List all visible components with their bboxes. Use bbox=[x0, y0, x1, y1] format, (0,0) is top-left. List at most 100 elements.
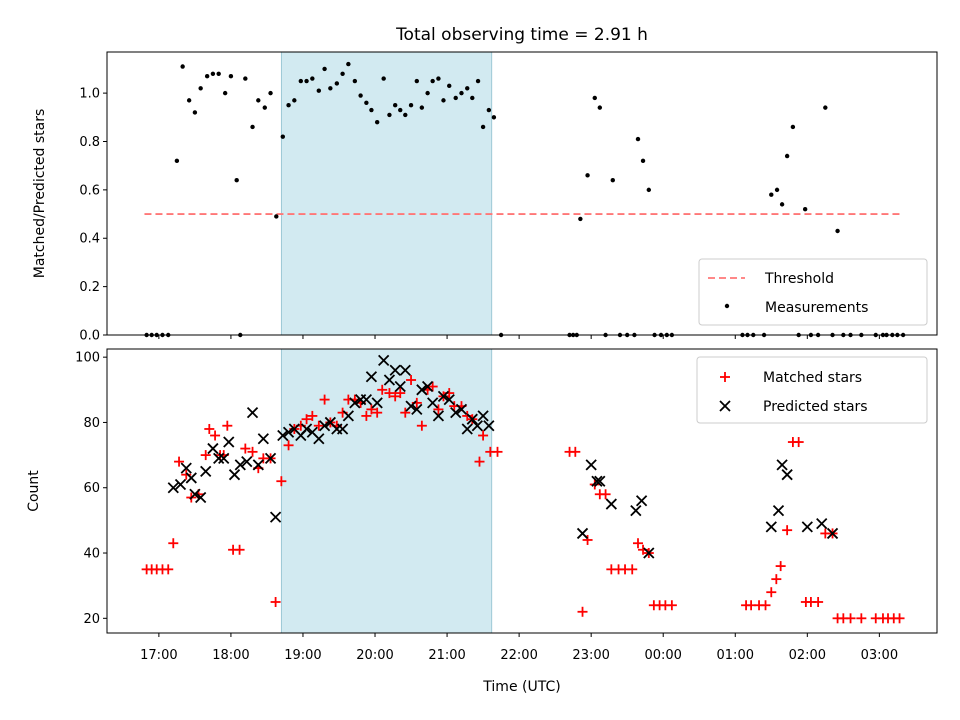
measurement-point bbox=[352, 78, 358, 84]
bottom-y-tick-label: 20 bbox=[83, 612, 100, 627]
measurement-point bbox=[340, 71, 345, 76]
measurement-point bbox=[316, 88, 322, 93]
predicted-star-point bbox=[174, 478, 187, 491]
measurement-point bbox=[222, 90, 228, 96]
bottom-y-axis-ticks: 20 40 60 80 100 bbox=[75, 351, 107, 627]
legend-predicted-swatch bbox=[719, 400, 731, 412]
matched-star-point bbox=[856, 613, 867, 624]
measurement-point bbox=[403, 112, 408, 118]
measurement-point bbox=[243, 76, 248, 81]
matched-star-point bbox=[384, 388, 395, 399]
measurement-point bbox=[784, 153, 790, 159]
bottom-observing-window-shade bbox=[280, 348, 493, 634]
measurement-point bbox=[597, 105, 603, 110]
matched-star-point bbox=[240, 443, 251, 454]
matched-star-point bbox=[301, 414, 312, 425]
matched-stars-points bbox=[141, 375, 905, 624]
top-y-tick-label: 0.4 bbox=[79, 232, 100, 247]
predicted-star-point bbox=[765, 521, 777, 533]
matched-star-point bbox=[577, 606, 588, 617]
matched-star-point bbox=[377, 384, 388, 395]
top-x-axis-ticks bbox=[158, 335, 880, 339]
matched-star-point bbox=[168, 538, 179, 549]
bottom-legend: Matched stars Predicted stars bbox=[696, 356, 928, 424]
predicted-star-point bbox=[411, 403, 423, 416]
measurement-point bbox=[425, 90, 430, 96]
measurement-point bbox=[640, 158, 646, 164]
legend-matched-label: Matched stars bbox=[763, 370, 862, 386]
matched-star-point bbox=[766, 587, 777, 598]
measurement-point bbox=[286, 103, 291, 108]
measurement-point bbox=[459, 90, 464, 96]
measurement-point bbox=[186, 98, 192, 103]
x-axis-label: Time (UTC) bbox=[482, 679, 560, 695]
matched-star-point bbox=[313, 420, 324, 431]
matched-star-point bbox=[793, 437, 804, 448]
top-measurement-points bbox=[144, 61, 906, 338]
bottom-axes-frame bbox=[106, 348, 938, 634]
legend-threshold-label: Threshold bbox=[764, 271, 834, 287]
predicted-star-point bbox=[421, 380, 434, 393]
predicted-star-point bbox=[213, 452, 225, 464]
predicted-star-point bbox=[383, 374, 396, 386]
predicted-star-point bbox=[781, 469, 793, 481]
predicted-star-point bbox=[585, 459, 597, 471]
predicted-star-point bbox=[218, 452, 230, 464]
matched-star-point bbox=[210, 430, 221, 441]
measurement-point bbox=[174, 158, 180, 164]
matched-star-point bbox=[366, 404, 377, 415]
measurement-point bbox=[646, 187, 652, 193]
predicted-star-point bbox=[471, 420, 483, 432]
matched-star-point bbox=[600, 489, 611, 500]
bottom-x-tick-label: 19:00 bbox=[284, 648, 321, 663]
bottom-y-tick-label: 40 bbox=[83, 547, 100, 562]
matched-star-point bbox=[845, 613, 856, 624]
predicted-star-point bbox=[776, 459, 788, 471]
predicted-star-point bbox=[313, 433, 325, 445]
measurement-point bbox=[322, 66, 327, 72]
measurement-point bbox=[408, 103, 414, 108]
bottom-y-tick-label: 100 bbox=[75, 351, 100, 366]
bottom-legend-box bbox=[696, 356, 928, 424]
legend-x-marker bbox=[719, 400, 731, 412]
bottom-x-tick-label: 03:00 bbox=[861, 648, 898, 663]
predicted-star-point bbox=[336, 423, 349, 435]
measurement-point bbox=[328, 86, 333, 91]
bottom-y-axis-label: Count bbox=[26, 470, 42, 512]
predicted-star-point bbox=[269, 511, 282, 523]
predicted-star-point bbox=[466, 413, 478, 425]
predicted-star-point bbox=[264, 452, 277, 464]
measurement-point bbox=[635, 136, 641, 142]
matched-star-point bbox=[666, 600, 677, 611]
measurement-point bbox=[262, 105, 267, 110]
predicted-star-point bbox=[461, 423, 473, 435]
measurement-point bbox=[491, 115, 497, 120]
measurement-point bbox=[387, 112, 392, 118]
predicted-star-point bbox=[257, 433, 269, 445]
legend-measurements-swatch bbox=[724, 303, 730, 309]
measurement-point bbox=[234, 178, 239, 183]
legend-measurements-label: Measurements bbox=[765, 300, 868, 316]
predicted-star-point bbox=[389, 364, 401, 376]
chart-title: Total observing time = 2.91 h bbox=[395, 25, 648, 45]
measurement-point bbox=[268, 90, 273, 96]
predicted-star-point bbox=[349, 397, 361, 409]
matched-star-point bbox=[782, 525, 793, 536]
predicted-star-point bbox=[189, 488, 201, 500]
matched-star-point bbox=[390, 391, 401, 402]
matched-star-point bbox=[632, 538, 643, 549]
measurement-point bbox=[430, 78, 435, 84]
top-legend-box bbox=[698, 258, 928, 326]
measurement-point bbox=[381, 76, 386, 81]
measurement-point bbox=[210, 71, 216, 76]
measurement-point bbox=[447, 83, 452, 89]
predicted-star-point bbox=[318, 420, 331, 432]
predicted-star-point bbox=[207, 442, 219, 455]
top-y-tick-label: 0.0 bbox=[79, 329, 100, 344]
predicted-star-point bbox=[427, 397, 439, 409]
predicted-star-point bbox=[594, 475, 606, 487]
predicted-star-point bbox=[443, 393, 455, 406]
measurement-point bbox=[592, 95, 597, 101]
measurement-point bbox=[228, 73, 234, 79]
measurement-point bbox=[465, 86, 470, 91]
